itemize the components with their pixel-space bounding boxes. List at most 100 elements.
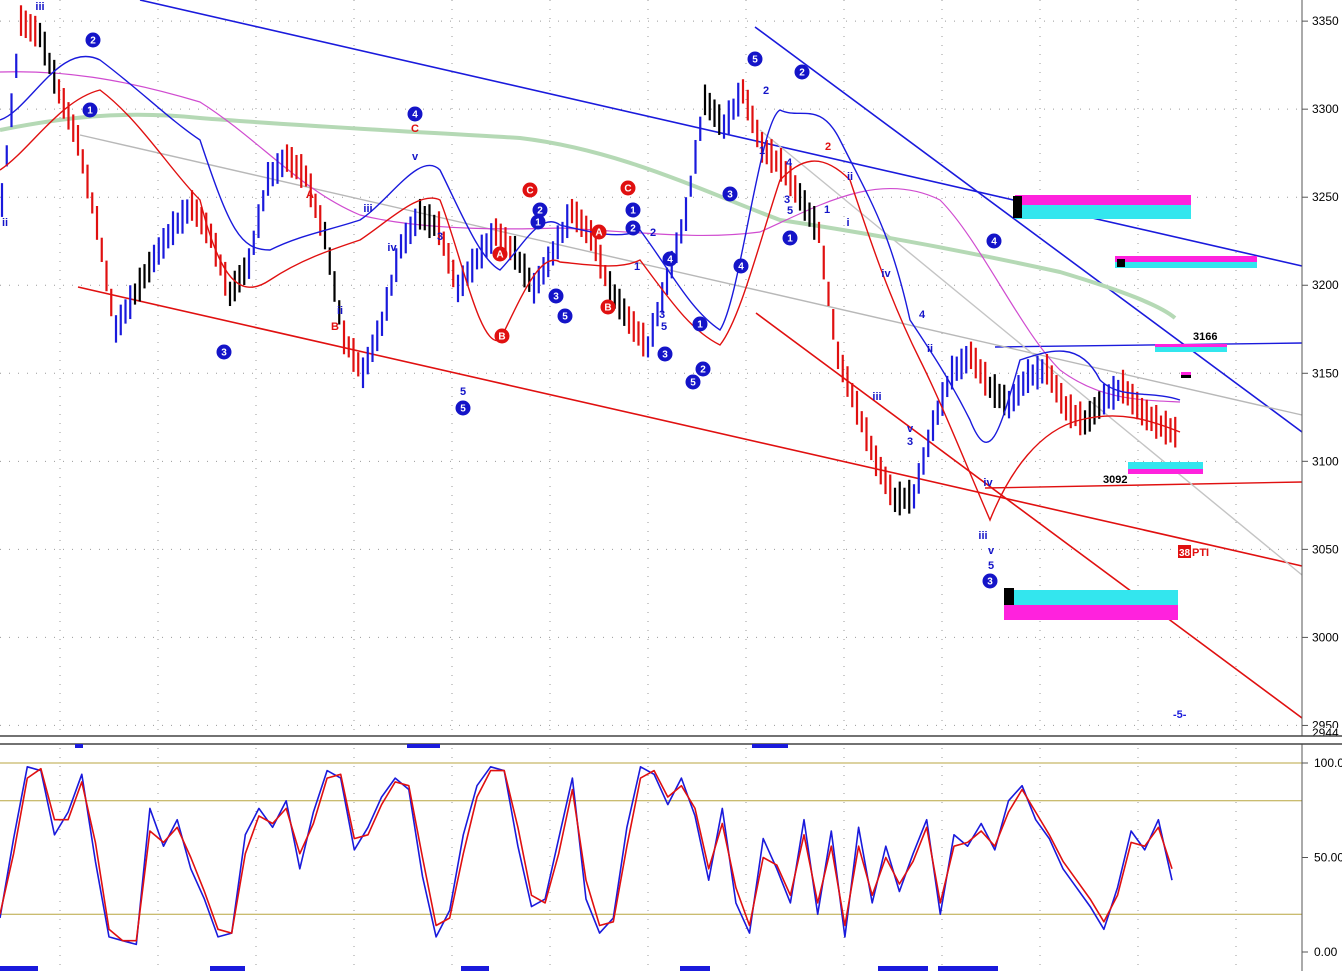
wave-circle-blue: 1: [625, 202, 641, 218]
trend-lines: [77, 0, 1303, 719]
wave-label-blue: 5: [787, 205, 793, 217]
svg-text:B: B: [604, 303, 611, 314]
blue-horizontal-line: [994, 342, 1303, 348]
svg-text:4: 4: [991, 237, 997, 248]
wave-circle-blue: 5: [557, 308, 573, 324]
svg-text:4: 4: [667, 255, 673, 266]
oscillator-axis: 100.00 50.00 0.00: [1301, 744, 1342, 971]
wave-circle-blue: 2: [532, 202, 548, 218]
target-boxes: [1004, 195, 1257, 620]
level-3166-label: 3166: [1193, 331, 1217, 343]
svg-text:3: 3: [727, 190, 733, 201]
wave-label-blue: 3: [784, 194, 790, 206]
oscillator-lines: [0, 766, 1173, 946]
target-box-cyan-mid: [1115, 262, 1257, 268]
wave-circle-blue: 1: [530, 214, 546, 230]
wave-label-blue: ii: [2, 217, 8, 229]
wave-label-blue: v: [412, 151, 419, 163]
svg-text:3: 3: [221, 348, 227, 359]
price-tick-label: 3350: [1312, 14, 1339, 28]
ma-mid-magenta: [0, 71, 1181, 403]
price-tag-box: [1303, 728, 1342, 737]
wave-label-blue: 5: [661, 321, 667, 333]
wave-label-blue: 1: [824, 204, 830, 216]
wave-circle-blue: 1: [782, 230, 798, 246]
wave-circle-blue: 3: [548, 288, 564, 304]
svg-text:2: 2: [700, 365, 706, 376]
blue-trendline-steep: [754, 26, 1303, 433]
pti-badge-text: PTI: [1192, 547, 1209, 559]
svg-text:1: 1: [787, 234, 793, 245]
price-tick-label: 3200: [1312, 278, 1339, 292]
red-horizontal-line: [984, 481, 1303, 489]
cycle-marker: [75, 744, 83, 748]
wave-circle-red: A: [492, 246, 508, 262]
envelope-lines: [0, 55, 1181, 522]
cycle-marker: [210, 966, 245, 971]
target-box-cyan-3166: [1155, 345, 1227, 352]
blue-trendline-upper: [139, 0, 1303, 267]
target-box-black-mid: [1117, 259, 1125, 267]
cycle-marker: [680, 966, 710, 971]
wave-label-blue: i: [846, 217, 849, 229]
svg-text:4: 4: [738, 262, 744, 273]
svg-text:3: 3: [553, 292, 559, 303]
moving-averages: [0, 71, 1181, 403]
cycle-markers: [0, 744, 998, 971]
svg-text:3: 3: [662, 350, 668, 361]
svg-text:4: 4: [412, 110, 418, 121]
wave-label-red: C: [411, 123, 419, 135]
wave-circle-blue: 3: [657, 346, 673, 362]
wave-label-blue: 3: [659, 309, 665, 321]
wave-label-blue: 5: [460, 386, 466, 398]
wave-label-blue: v: [907, 423, 914, 435]
wave-circle-red: A: [591, 224, 607, 240]
wave-circle-blue: 4: [407, 106, 423, 122]
wave-circle-blue: 3: [216, 344, 232, 360]
wave-circle-blue: 4: [986, 233, 1002, 249]
price-tick-label: 3000: [1312, 630, 1339, 644]
target-box-cyan-lower: [1004, 590, 1178, 605]
target-box-small-magenta: [1181, 372, 1191, 375]
wave-label-red: 2: [825, 141, 831, 153]
pti-badge-value: 38: [1179, 548, 1191, 559]
target-box-magenta-3166: [1155, 344, 1227, 347]
wave-label-red: B: [331, 321, 339, 333]
wave-label-blue: iv: [983, 477, 993, 489]
gray-channel-upper: [79, 134, 1303, 416]
target-box-small-black: [1181, 375, 1191, 378]
wave-circle-blue: 5: [455, 400, 471, 416]
svg-text:1: 1: [87, 106, 93, 117]
wave-label-blue: 1: [759, 145, 765, 157]
wave-label-red: A: [306, 189, 314, 201]
envelope-blue: [0, 55, 1181, 444]
wave-count-marker: -5-: [1173, 709, 1187, 721]
wave-circle-blue: 3: [722, 186, 738, 202]
wave-circle-blue: 2: [695, 361, 711, 377]
red-channel-line: [77, 286, 1303, 567]
target-box-black-upper: [1013, 196, 1022, 218]
svg-text:1: 1: [697, 320, 703, 331]
target-box-magenta-lower: [1004, 605, 1178, 620]
svg-text:2: 2: [799, 68, 805, 79]
svg-text:A: A: [496, 250, 503, 261]
cycle-marker: [0, 966, 38, 971]
cycle-marker: [938, 966, 998, 971]
svg-text:5: 5: [460, 404, 466, 415]
target-box-magenta-mid: [1115, 256, 1257, 262]
ma-slow-green: [0, 112, 1177, 320]
wave-label-blue: 3: [437, 231, 443, 243]
oscillator-tick-label: 100.00: [1314, 756, 1342, 770]
wave-label-blue: 4: [919, 309, 926, 321]
svg-text:C: C: [624, 184, 631, 195]
oscillator-grid: [0, 748, 1302, 966]
svg-text:5: 5: [690, 378, 696, 389]
wave-circle-blue: 2: [85, 32, 101, 48]
svg-text:B: B: [498, 332, 505, 343]
wave-label-blue: iv: [387, 242, 397, 254]
wave-circle-red: B: [494, 328, 510, 344]
wave-circle-red: C: [522, 182, 538, 198]
svg-text:3: 3: [987, 577, 993, 588]
oscillator-tick-label: 0.00: [1314, 945, 1338, 959]
target-box-magenta-3092: [1128, 469, 1203, 474]
